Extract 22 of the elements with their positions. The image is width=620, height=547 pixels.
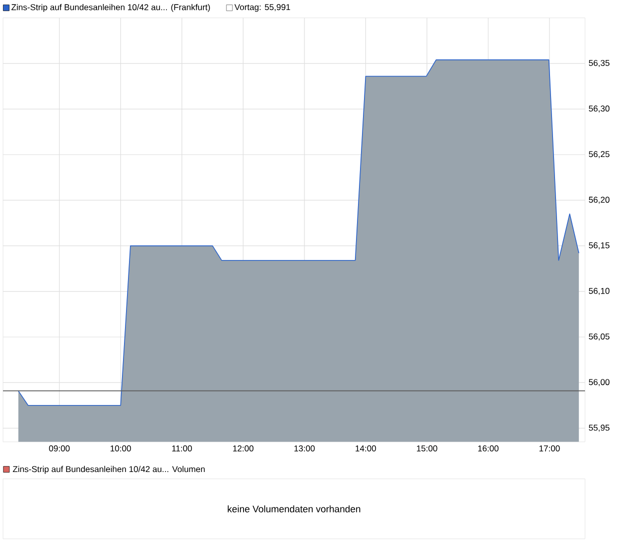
x-tick-label: 14:00 bbox=[356, 445, 376, 452]
legend-label: Vortag: 55,991 bbox=[234, 4, 290, 12]
x-tick-label: 13:00 bbox=[294, 445, 315, 452]
y-tick-label: 56,30 bbox=[588, 106, 610, 113]
x-tick-label: 09:00 bbox=[49, 445, 70, 452]
y-tick-label: 56,00 bbox=[588, 379, 610, 386]
y-tick-label: 56,35 bbox=[588, 60, 610, 68]
x-tick-label: 10:00 bbox=[110, 445, 131, 452]
y-tick-label: 56,25 bbox=[588, 151, 610, 158]
legend-label: Zins-Strip auf Bundesanleihen 10/42 au... (Frankfurt) bbox=[11, 4, 210, 12]
y-tick-label: 56,20 bbox=[588, 196, 610, 204]
text: Zins-Strip auf Bundesanleihen 10/42 au... Volumen bbox=[12, 466, 205, 474]
text: keine Volumendaten vorhanden bbox=[228, 505, 360, 512]
x-tick-label: 11:00 bbox=[172, 445, 192, 452]
x-tick-label: 16:00 bbox=[478, 445, 499, 452]
y-tick-label: 55,95 bbox=[588, 424, 610, 432]
x-tick-label: 12:00 bbox=[233, 445, 254, 452]
y-tick-label: 56,05 bbox=[588, 334, 610, 341]
x-tick-label: 17:00 bbox=[539, 445, 560, 452]
y-tick-label: 56,15 bbox=[588, 242, 610, 250]
x-tick-label: 15:00 bbox=[416, 445, 438, 452]
y-tick-label: 56,10 bbox=[588, 288, 610, 295]
